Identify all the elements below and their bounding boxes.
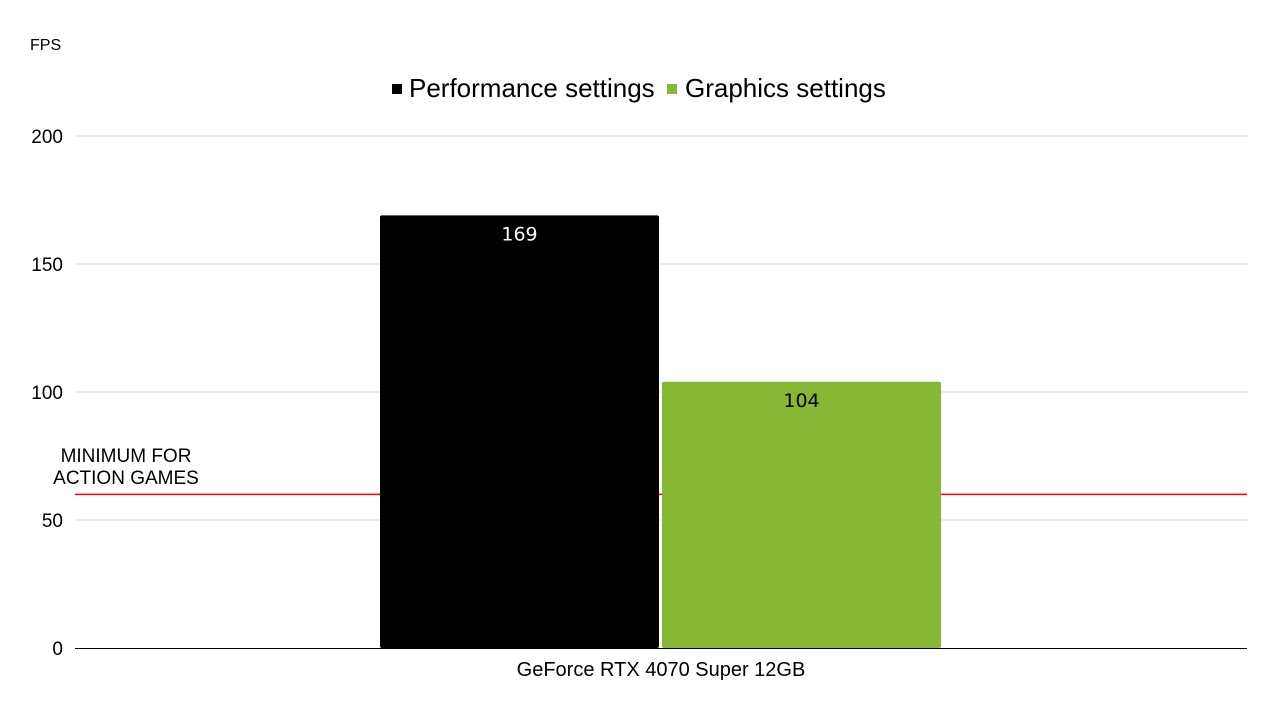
data-label-performance: 169 — [501, 223, 537, 245]
legend-swatch-performance — [392, 84, 402, 94]
y-axis-ticks: 0 50 100 150 200 — [31, 127, 63, 660]
legend-label-graphics: Graphics settings — [685, 73, 886, 103]
y-tick-label-50: 50 — [42, 511, 63, 532]
y-axis-label: FPS — [30, 37, 61, 54]
bars: 169 104 — [380, 215, 941, 649]
data-label-graphics: 104 — [783, 390, 819, 412]
reference-line-label-line-1: MINIMUM FOR — [61, 446, 192, 467]
legend-label-performance: Performance settings — [409, 73, 655, 103]
y-tick-label-0: 0 — [52, 639, 63, 660]
category-label: GeForce RTX 4070 Super 12GB — [517, 659, 806, 681]
y-tick-label-200: 200 — [31, 127, 63, 148]
reference-line-label-line-2: ACTION GAMES — [53, 468, 199, 489]
y-tick-label-150: 150 — [31, 255, 63, 276]
gridlines — [75, 135, 1247, 521]
bar-graphics — [662, 381, 941, 648]
y-tick-label-100: 100 — [31, 383, 63, 404]
legend: Performance settings Graphics settings — [392, 73, 886, 103]
bar-performance — [380, 215, 659, 649]
legend-swatch-graphics — [667, 84, 677, 94]
